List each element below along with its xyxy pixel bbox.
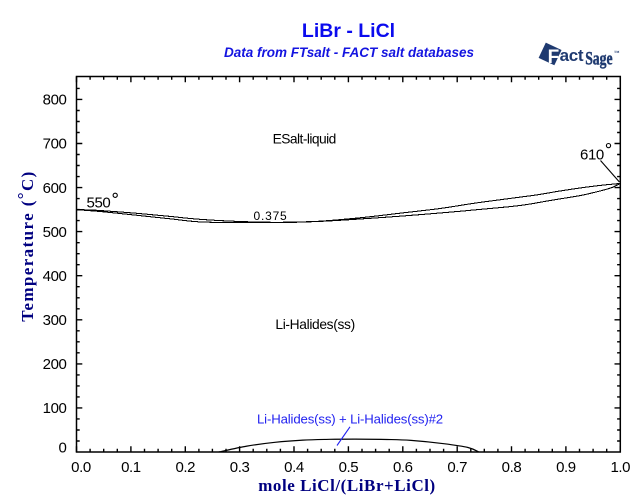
svg-text:0.0: 0.0 — [71, 459, 91, 476]
svg-text:0.8: 0.8 — [502, 459, 522, 476]
svg-text:0.375: 0.375 — [254, 209, 288, 223]
svg-text:200: 200 — [43, 356, 67, 373]
svg-text:ESalt-liquid: ESalt-liquid — [273, 132, 336, 147]
svg-text:act: act — [560, 46, 584, 65]
svg-text:LiBr - LiCl: LiBr - LiCl — [302, 20, 395, 42]
svg-text:0: 0 — [59, 440, 67, 457]
svg-text:mole LiCl/(LiBr+LiCl): mole LiCl/(LiBr+LiCl) — [258, 476, 436, 495]
svg-text:0.2: 0.2 — [175, 459, 195, 476]
svg-text:0.7: 0.7 — [447, 459, 467, 476]
svg-text:100: 100 — [43, 400, 67, 417]
svg-text:700: 700 — [43, 136, 67, 153]
svg-text:F: F — [548, 47, 560, 68]
svg-text:0.1: 0.1 — [121, 459, 141, 476]
svg-text:600: 600 — [43, 180, 67, 197]
svg-text:™: ™ — [614, 51, 620, 57]
svg-text:Data from FTsalt - FACT salt d: Data from FTsalt - FACT salt databases — [224, 45, 475, 60]
svg-text:1.0: 1.0 — [610, 459, 630, 476]
svg-text:Li-Halides(ss) + Li-Halides(ss: Li-Halides(ss) + Li-Halides(ss)#2 — [257, 411, 443, 426]
svg-text:300: 300 — [43, 312, 67, 329]
svg-text:Sage: Sage — [585, 48, 612, 68]
svg-text:0.6: 0.6 — [393, 459, 413, 476]
svg-text:0.5: 0.5 — [339, 459, 359, 476]
svg-text:0.9: 0.9 — [556, 459, 576, 476]
svg-text:400: 400 — [43, 268, 67, 285]
svg-text:550: 550 — [87, 195, 111, 212]
svg-text:Temperature (°C): Temperature (°C) — [14, 170, 37, 322]
svg-text:0.4: 0.4 — [284, 459, 304, 476]
svg-text:500: 500 — [43, 224, 67, 241]
svg-text:Li-Halides(ss): Li-Halides(ss) — [275, 317, 354, 332]
svg-text:800: 800 — [43, 92, 67, 109]
svg-text:0.3: 0.3 — [230, 459, 250, 476]
svg-text:610: 610 — [580, 146, 604, 163]
